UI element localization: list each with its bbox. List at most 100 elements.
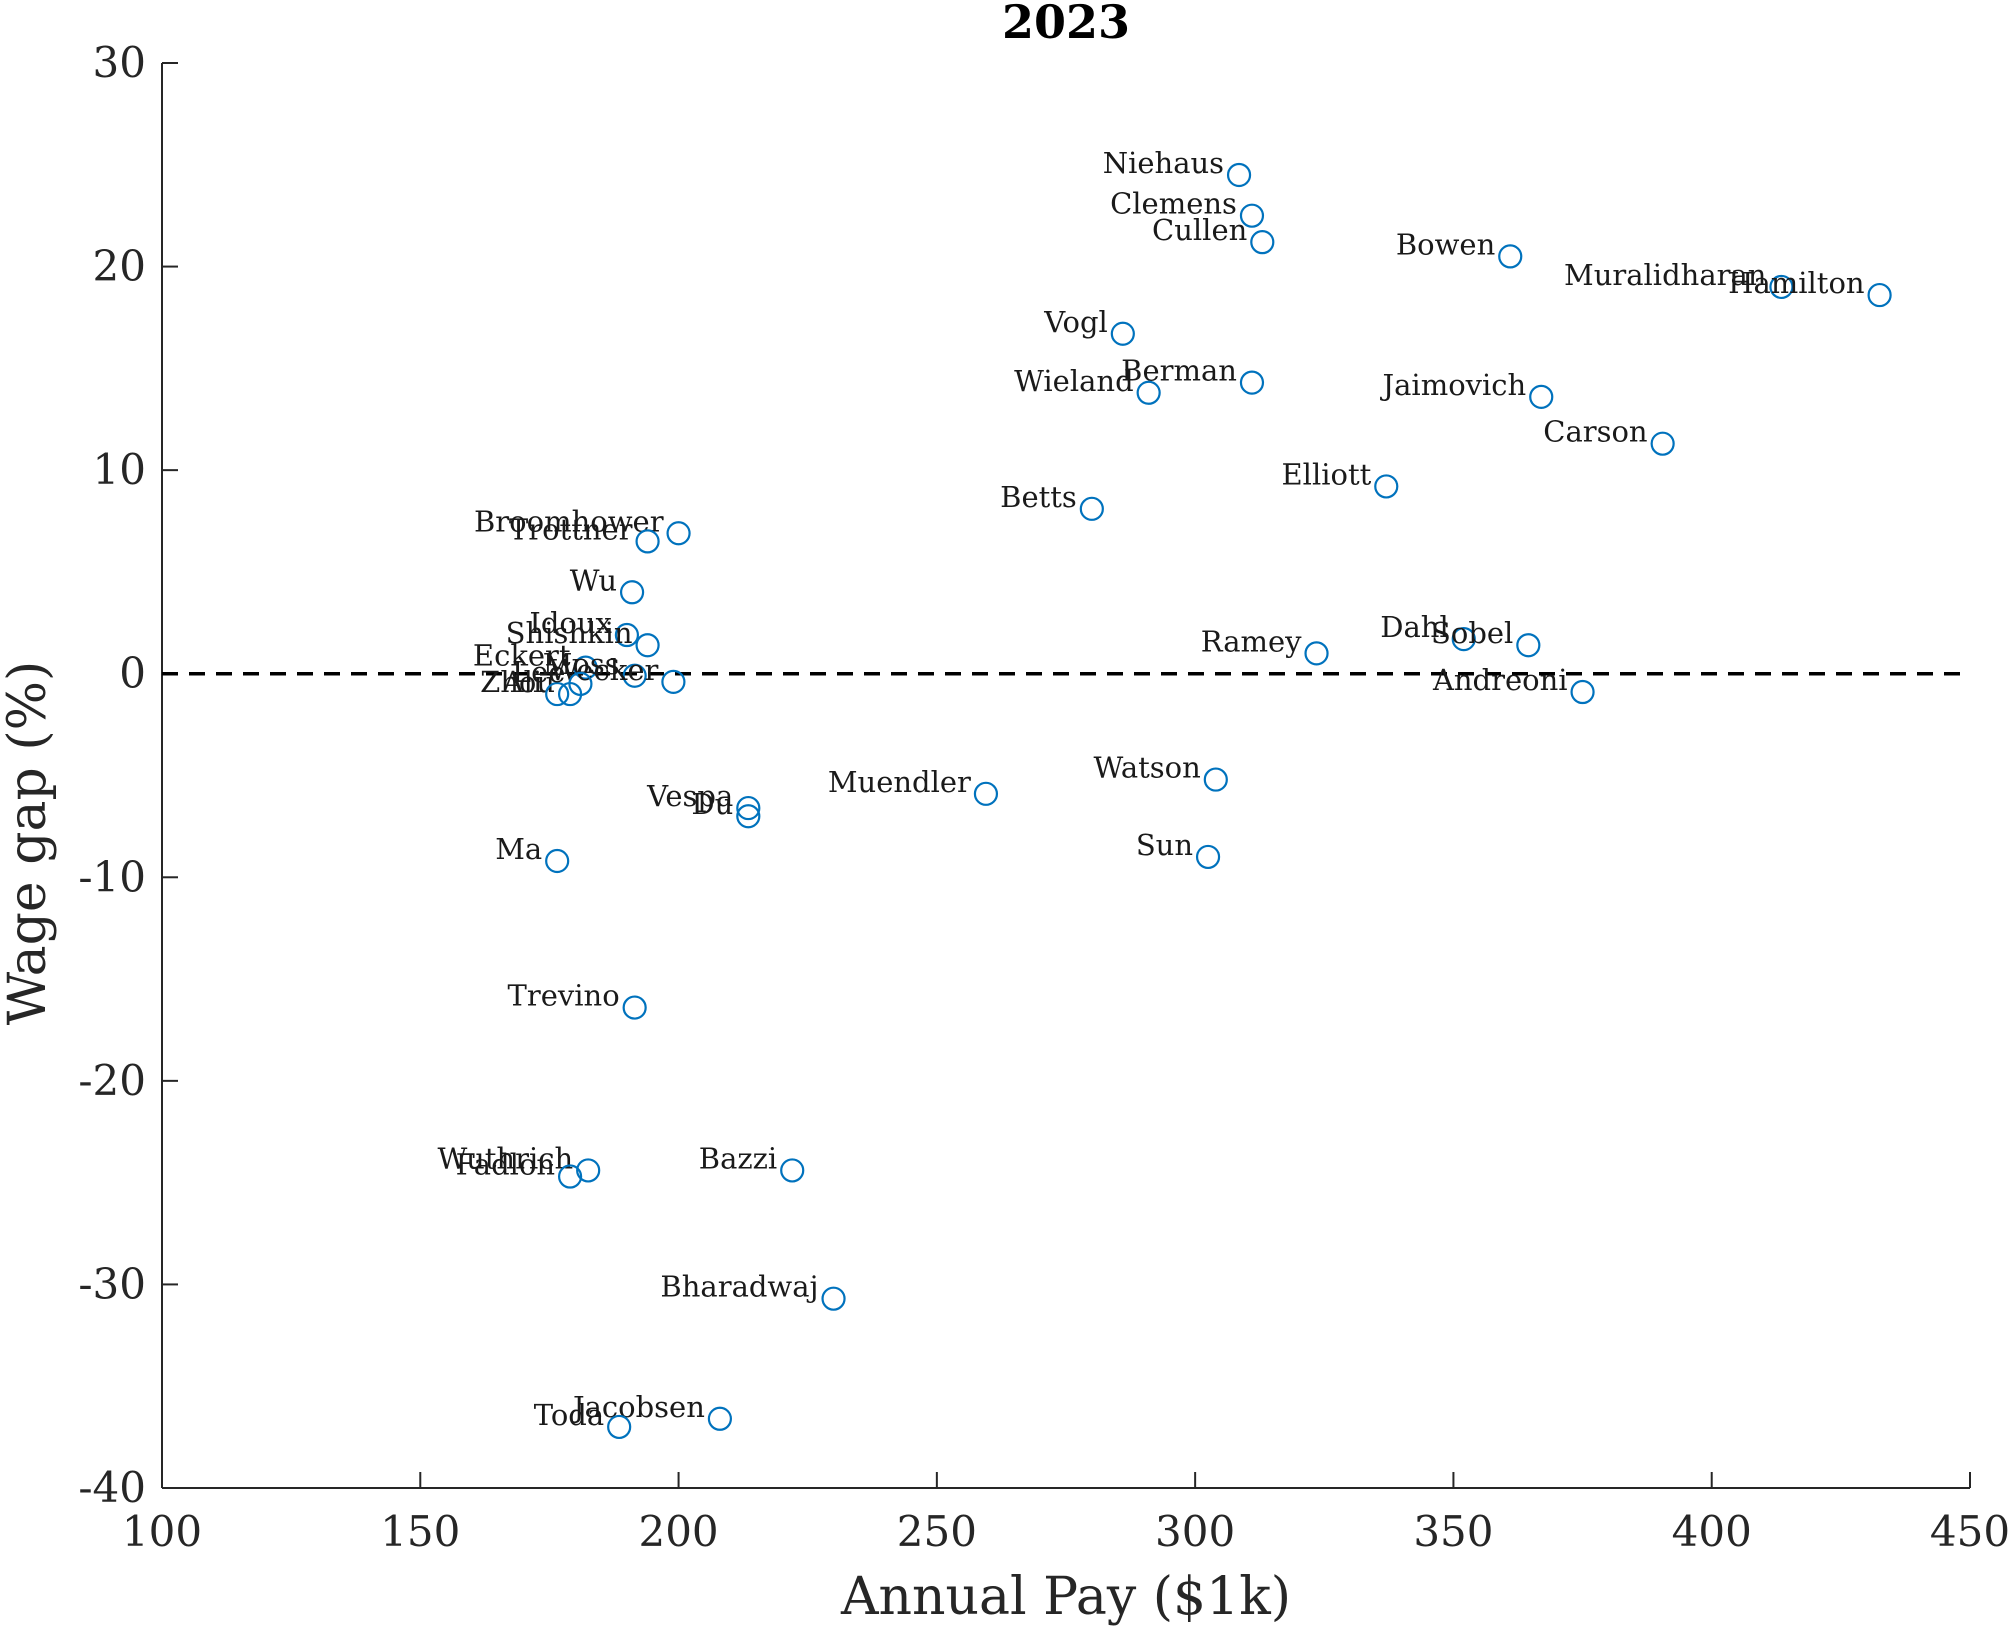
- data-point-label: Du: [691, 787, 733, 821]
- data-point-label: Clemens: [1110, 187, 1237, 221]
- data-point-label: Moss: [543, 647, 620, 681]
- data-point-label: Watson: [1094, 751, 1201, 785]
- x-tick-label: 400: [1672, 1507, 1752, 1556]
- data-point-label: Carson: [1543, 415, 1647, 449]
- x-tick-label: 300: [1155, 1507, 1235, 1556]
- data-point: [821, 1286, 846, 1311]
- data-point-label: Muendler: [828, 765, 971, 799]
- data-point-label: Eckert: [473, 639, 571, 673]
- data-point-label: Niehaus: [1103, 146, 1224, 180]
- data-point-label: Lee: [512, 655, 566, 689]
- y-tick-label: -20: [78, 1056, 146, 1105]
- data-point: [1304, 641, 1329, 666]
- data-point: [545, 681, 570, 707]
- data-point-label: Ali: [502, 665, 543, 699]
- y-tick-label: 10: [93, 445, 146, 494]
- data-point-label: Jacobsen: [570, 1390, 705, 1424]
- data-point-label: Ma: [495, 832, 542, 866]
- x-tick-label: 250: [897, 1507, 977, 1556]
- data-point-label: Trevino: [507, 979, 619, 1013]
- data-point-label: Bazzi: [699, 1141, 777, 1175]
- axes: 100 150 200 250 300 350 400 450 -40 -30 -20 -10 0 10 2…: [78, 38, 2008, 1556]
- data-point: [707, 1406, 732, 1431]
- x-axis-label: Annual Pay ($1k): [840, 1567, 1291, 1627]
- data-point-label: Berman: [1121, 354, 1237, 388]
- data-point-label: Wuthrich: [437, 1141, 573, 1175]
- x-tick-label: 150: [380, 1507, 460, 1556]
- data-point-label: Wu: [570, 563, 617, 597]
- data-point-label: Ramey: [1201, 624, 1302, 658]
- y-tick-label: 20: [93, 242, 146, 291]
- data-point-label: Bharadwaj: [660, 1270, 818, 1304]
- y-tick-label: 0: [119, 649, 146, 698]
- data-point-label: Wecker: [549, 653, 659, 687]
- data-point: [1374, 474, 1399, 499]
- data-point: [557, 1164, 583, 1189]
- data-point-label: Cullen: [1152, 213, 1247, 247]
- data-point: [1867, 282, 1892, 308]
- data-point-label: Jaimovich: [1380, 368, 1527, 402]
- data-point: [780, 1158, 805, 1183]
- data-point-label: Andreoni: [1432, 663, 1568, 697]
- data-point: [576, 1158, 601, 1183]
- data-point-label: Bowen: [1396, 227, 1495, 261]
- data-point-label: Fadlon: [456, 1148, 555, 1182]
- data-point-label: Dahl: [1380, 610, 1449, 644]
- data-point-label: Sobel: [1431, 616, 1513, 650]
- data-point: [614, 622, 640, 648]
- data-point: [607, 1414, 632, 1440]
- data-point: [1451, 627, 1476, 652]
- data-point-label: Toda: [534, 1398, 604, 1432]
- x-tick-label: 200: [638, 1507, 718, 1556]
- data-point: [1650, 431, 1675, 456]
- data-point: [1203, 767, 1228, 792]
- y-tick-label: -30: [78, 1259, 146, 1308]
- data-point: [1079, 496, 1104, 521]
- data-point: [1250, 230, 1275, 255]
- data-point: [1239, 203, 1265, 228]
- data-point: [635, 633, 660, 658]
- data-point: [1498, 244, 1523, 269]
- data-point: [736, 804, 761, 829]
- data-point-label: Betts: [1000, 480, 1077, 514]
- x-tick-label: 450: [1930, 1507, 2008, 1556]
- data-point-label: Trottner: [509, 512, 633, 546]
- data-point: [1195, 844, 1221, 870]
- data-point: [1570, 679, 1595, 705]
- data-point-label: Wieland: [1014, 364, 1134, 398]
- data-point-label: Shishkin: [506, 616, 633, 650]
- chart-title: 2023: [1002, 0, 1130, 49]
- data-point: [1110, 321, 1135, 346]
- data-point-label: Idoux: [529, 606, 612, 640]
- data-point-label: Hamilton: [1728, 266, 1864, 300]
- data-point: [1529, 384, 1554, 409]
- x-tick-label: 100: [122, 1507, 202, 1556]
- data-point: [1516, 633, 1541, 658]
- data-point-label: Muralidharan: [1564, 258, 1766, 292]
- data-point: [666, 521, 691, 546]
- data-point: [622, 663, 647, 688]
- data-point: [1769, 274, 1794, 300]
- data-point-label: Broomhower: [474, 504, 664, 538]
- y-tick-label: -10: [78, 852, 146, 901]
- x-tick-label: 350: [1413, 1507, 1493, 1556]
- data-point: [619, 580, 645, 605]
- data-point: [568, 671, 593, 696]
- y-tick-label: 30: [93, 38, 146, 87]
- data-point: [573, 655, 598, 680]
- data-point: [1239, 370, 1265, 395]
- data-point-label: Vespa: [646, 779, 733, 813]
- data-point-label: Elliott: [1282, 457, 1372, 491]
- data-point: [736, 795, 761, 821]
- data-point-label: Vogl: [1043, 305, 1108, 339]
- y-axis-label: Wage gap (%): [0, 661, 58, 1026]
- data-point: [1226, 162, 1252, 188]
- data-point-label: Zhou: [480, 665, 555, 699]
- data-point: [545, 848, 570, 874]
- data-point: [661, 669, 686, 694]
- data-point: [622, 995, 647, 1020]
- data-point: [1136, 380, 1161, 405]
- data-point-label: Sun: [1136, 828, 1193, 862]
